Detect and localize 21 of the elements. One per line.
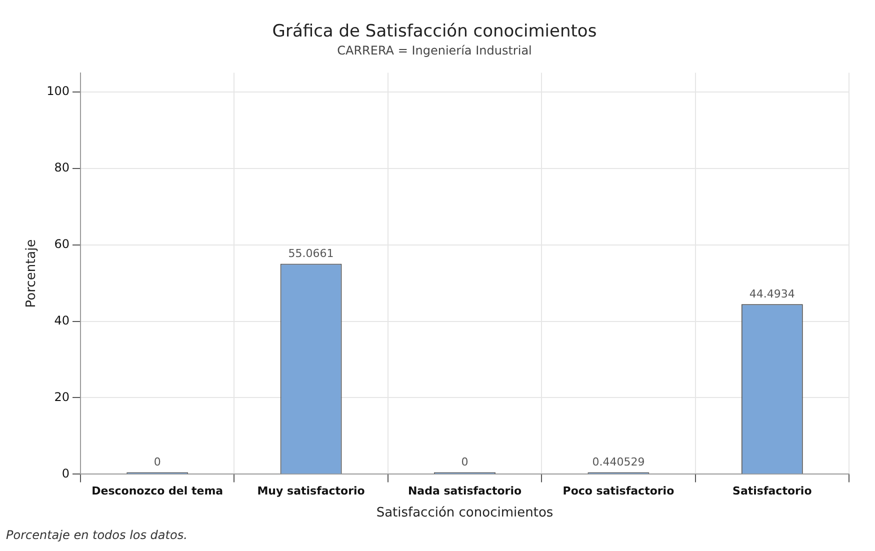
y-tick-label: 20 [54,390,70,404]
y-tick-label: 80 [54,160,70,174]
data-label: 44.4934 [749,287,795,300]
data-label: 0.440529 [592,456,645,469]
data-label: 0 [461,456,468,469]
y-tick-label: 0 [62,466,70,480]
x-axis-title: Satisfacción conocimientos [376,506,554,521]
x-tick-label: Nada satisfactorio [408,484,522,498]
y-axis-title: Porcentaje [24,239,40,308]
text: Porcentaje en todos los datos. [6,528,188,542]
y-tick-label: 60 [54,236,70,251]
chart-title: Gráfica de Satisfacción conocimientos [272,22,597,42]
y-tick-label: 40 [54,313,70,328]
data-label: 0 [154,456,161,469]
y-tick-label: 100 [46,84,70,98]
x-tick-label: Desconozco del tema [92,484,224,498]
x-tick-label: Muy satisfactorio [257,484,366,498]
data-label: 55.0661 [288,247,334,260]
x-tick-label: Poco satisfactorio [562,484,675,498]
chart-subtitle: CARRERA = Ingeniería Industrial [337,44,532,58]
x-tick-label: Satisfactorio [732,484,812,498]
